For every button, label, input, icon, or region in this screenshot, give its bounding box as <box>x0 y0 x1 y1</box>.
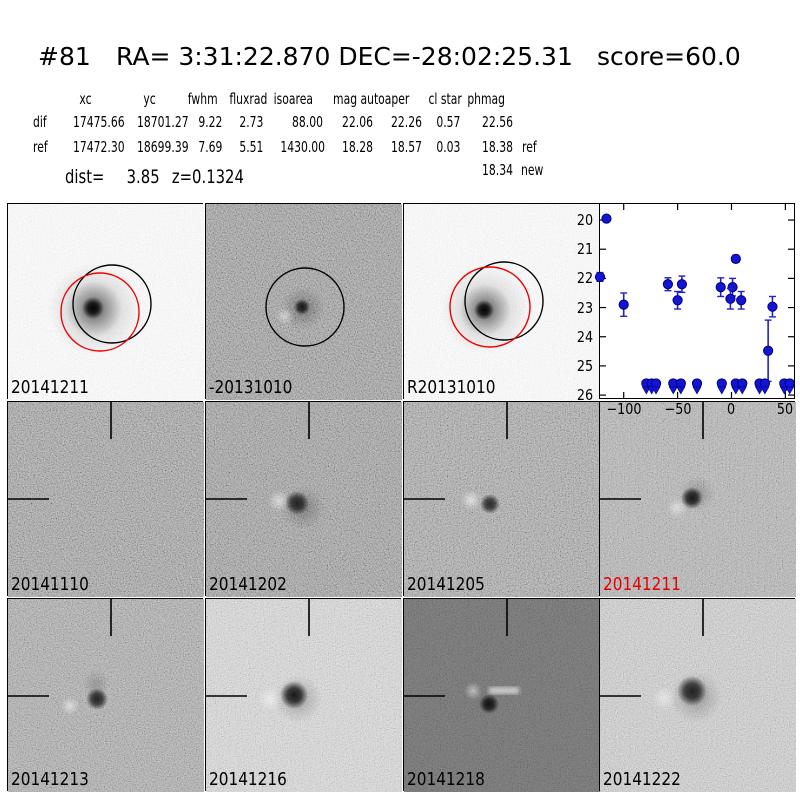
dist-value: 3.85 <box>126 166 160 188</box>
y-tick-label: 25 <box>576 356 593 375</box>
stamp-date-label: 20141110 <box>11 574 89 595</box>
stamp-date-label: -20131010 <box>209 377 293 398</box>
col-header-cl-star: cl star <box>428 90 462 108</box>
y-tick-label: 23 <box>576 298 593 317</box>
col-header-aper: aper <box>385 90 410 108</box>
stamp-panel-20141202: 20141202 <box>205 401 402 597</box>
row-label: dif <box>33 113 47 131</box>
stamp-panel-20141216: 20141216 <box>205 598 402 792</box>
stamp-panel-20131010: -20131010 <box>205 203 402 400</box>
stamp-panel-20141110: 20141110 <box>7 401 204 597</box>
stamp-date-label: 20141211 <box>603 574 681 595</box>
stamp-date-label: 20141216 <box>209 769 287 790</box>
col-header-xc: xc <box>78 90 92 108</box>
lightcurve-plot <box>594 203 795 399</box>
candidate-score: score=60.0 <box>597 42 741 71</box>
stamp-date-label: 20141202 <box>209 574 287 595</box>
stamp-panel-20141211: 20141211 <box>599 401 796 597</box>
candidate-id: #81 <box>38 42 91 71</box>
ref-suffix: ref <box>522 138 537 156</box>
distance-redshift-line: dist= 3.85 z=0.1324 <box>65 166 393 188</box>
photometry-table-header: xc yc fwhm fluxrad isoarea mag auto aper… <box>33 91 555 108</box>
col-header-mag-auto: mag auto <box>333 90 385 108</box>
row-label: ref <box>33 138 48 156</box>
y-tick-label: 21 <box>576 240 593 259</box>
stamp-panel-20141222: 20141222 <box>599 598 796 792</box>
col-header-yc: yc <box>143 90 156 108</box>
stamp-date-label: 20141205 <box>407 574 485 595</box>
stamp-date-label: 20141222 <box>603 769 681 790</box>
phmag-new-suffix: new <box>521 161 544 179</box>
x-tick-label: 50 <box>777 400 794 418</box>
col-header-fwhm: fwhm <box>187 90 218 108</box>
x-tick-label: −100 <box>606 400 642 418</box>
candidate-coordinates: RA= 3:31:22.870 DEC=-28:02:25.31 <box>116 42 573 71</box>
col-header-phmag: phmag <box>467 90 506 108</box>
stamp-panel-R20131010: R20131010 <box>403 203 600 400</box>
col-header-fluxrad: fluxrad <box>229 90 268 108</box>
redshift-value: z=0.1324 <box>171 166 244 188</box>
table-row-ref: ref 17472.30 18699.39 7.69 5.51 1430.00 … <box>33 139 555 156</box>
col-header-isoarea: isoarea <box>273 90 313 108</box>
x-tick-label: −50 <box>664 400 692 418</box>
table-row-dif: dif 17475.66 18701.27 9.22 2.73 88.00 22… <box>33 113 513 131</box>
y-tick-label: 22 <box>576 269 593 288</box>
stamp-date-label: 20141213 <box>11 769 89 790</box>
y-tick-label: 26 <box>576 386 593 405</box>
stamp-panel-20141211: 20141211 <box>7 203 204 400</box>
phmag-new-value: 18.34 <box>482 161 513 179</box>
stamp-panel-20141218: 20141218 <box>403 598 600 792</box>
stamp-date-label: R20131010 <box>407 377 496 398</box>
stamp-date-label: 20141218 <box>407 769 485 790</box>
y-tick-label: 20 <box>576 211 593 230</box>
dist-label: dist= <box>65 166 105 188</box>
stamp-panel-20141205: 20141205 <box>403 401 600 597</box>
x-tick-label: 0 <box>727 400 736 418</box>
stamp-panel-20141213: 20141213 <box>7 598 204 792</box>
stamp-date-label: 20141211 <box>11 377 89 398</box>
y-tick-label: 24 <box>576 327 593 346</box>
